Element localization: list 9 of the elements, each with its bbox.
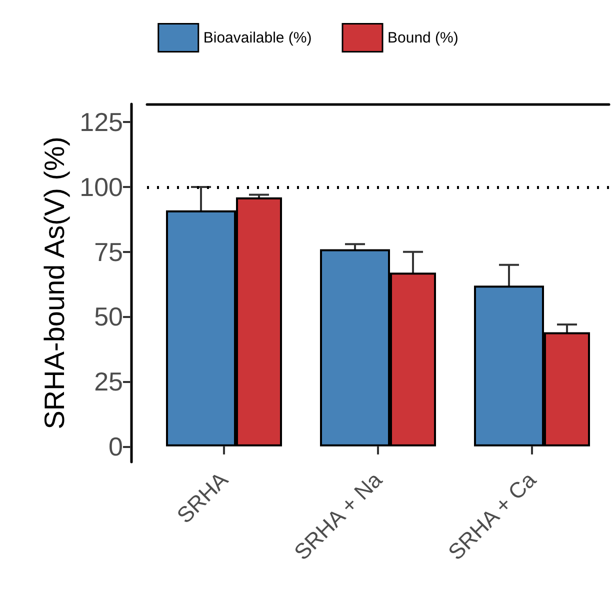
y-tick-label: 125 bbox=[80, 107, 123, 138]
legend-label: Bioavailable (%) bbox=[203, 29, 312, 46]
y-tick-label: 50 bbox=[94, 302, 123, 332]
legend-label: Bound (%) bbox=[388, 29, 458, 46]
y-axis-title: SRHA-bound As(V) (%) bbox=[39, 136, 70, 430]
y-tick-label: 0 bbox=[108, 431, 123, 462]
y-tick-label: 75 bbox=[94, 236, 123, 267]
y-tick-label: 25 bbox=[94, 366, 123, 397]
y-tick-label: 100 bbox=[80, 172, 123, 202]
